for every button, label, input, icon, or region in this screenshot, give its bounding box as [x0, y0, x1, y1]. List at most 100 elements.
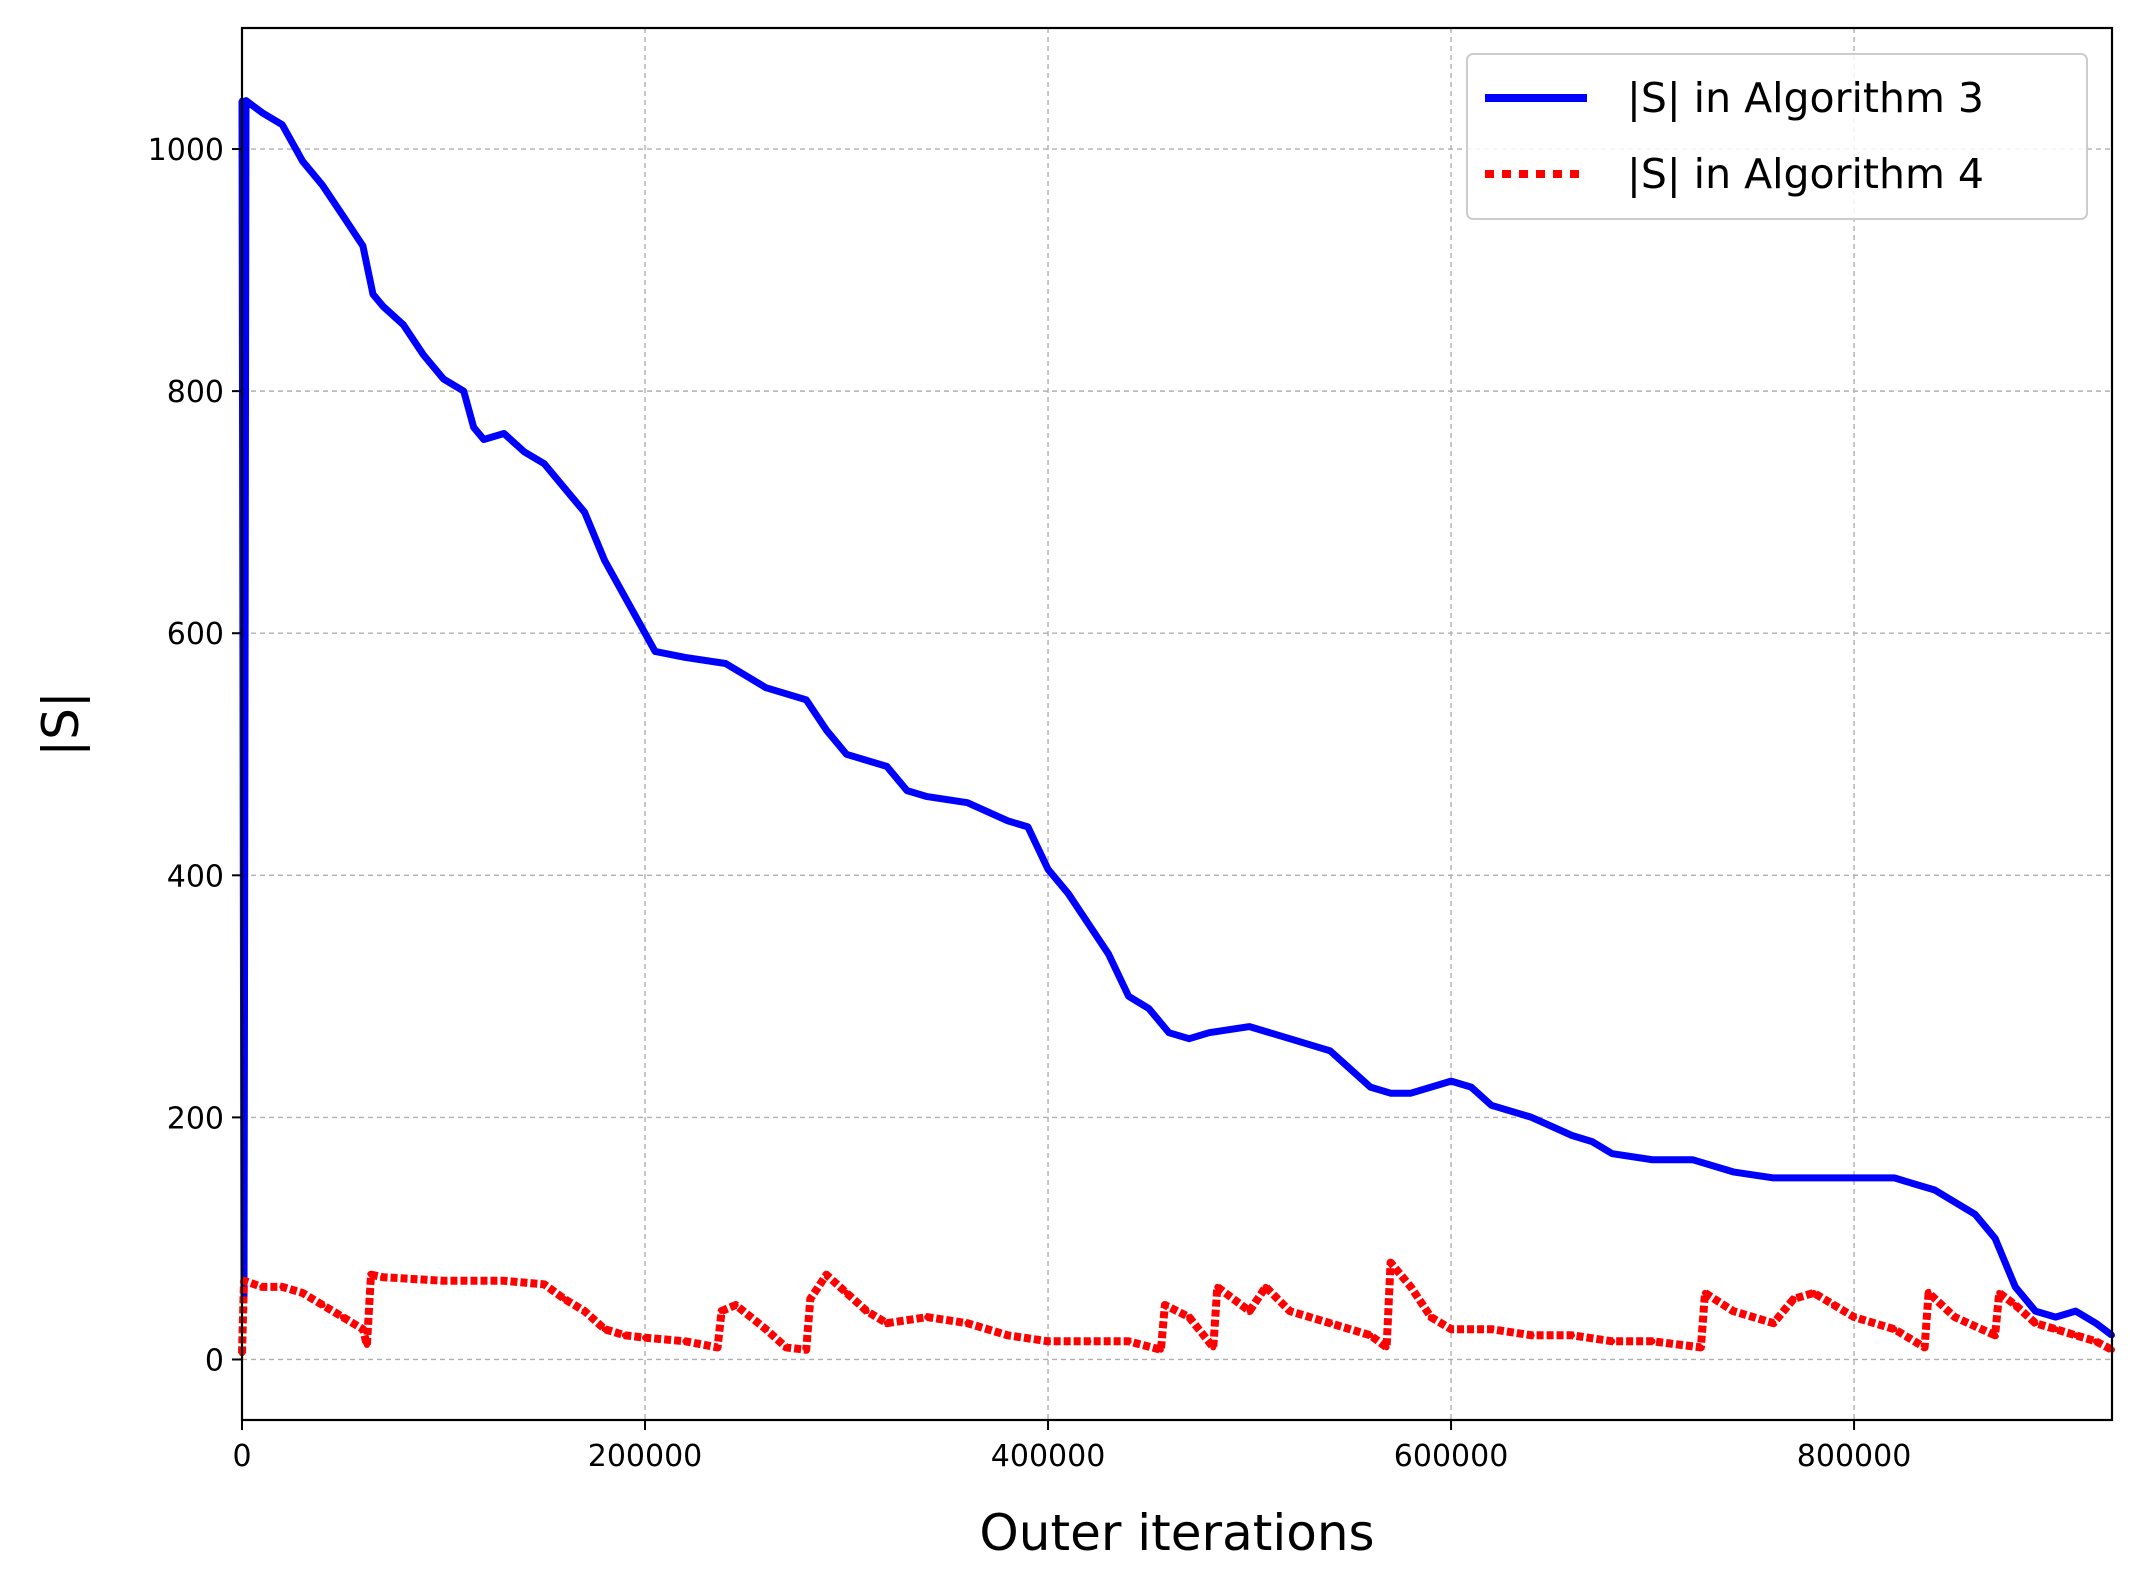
- data-point: [823, 1271, 830, 1278]
- data-point: [380, 1274, 387, 1281]
- data-point: [1085, 1338, 1092, 1345]
- data-point: [1157, 1346, 1164, 1353]
- data-point: [1589, 1138, 1596, 1145]
- data-point: [1161, 1302, 1168, 1309]
- y-tick-label: 200: [167, 1101, 224, 1136]
- data-point: [1951, 1314, 1958, 1321]
- data-point: [1951, 1199, 1958, 1206]
- data-point: [1568, 1332, 1575, 1339]
- y-axis-title: |S|: [32, 691, 90, 756]
- data-point: [1065, 890, 1072, 897]
- data-point: [1246, 1023, 1253, 1030]
- data-point: [581, 1308, 588, 1315]
- data-point: [1327, 1047, 1334, 1054]
- data-point: [1427, 1314, 1434, 1321]
- data-point: [1528, 1332, 1535, 1339]
- data-point: [1186, 1314, 1193, 1321]
- data-point: [2012, 1283, 2019, 1290]
- plot-area-frame: [240, 26, 2114, 1422]
- data-point: [500, 430, 507, 437]
- legend-label-algorithm-4: |S| in Algorithm 4: [1627, 150, 1984, 198]
- data-point: [1286, 1035, 1293, 1042]
- data-point: [521, 448, 528, 455]
- data-point: [682, 654, 689, 661]
- x-tick-label: 400000: [991, 1439, 1106, 1474]
- data-point: [924, 1314, 931, 1321]
- data-point: [1125, 1338, 1132, 1345]
- data-point: [1145, 1005, 1152, 1012]
- data-point: [883, 1320, 890, 1327]
- data-point: [1186, 1035, 1193, 1042]
- data-point: [460, 388, 467, 395]
- data-point: [1024, 823, 1031, 830]
- data-point: [1649, 1156, 1656, 1163]
- data-point: [2012, 1302, 2019, 1309]
- data-point: [823, 727, 830, 734]
- data-point: [1367, 1332, 1374, 1339]
- data-point: [2052, 1326, 2059, 1333]
- data-point: [964, 1320, 971, 1327]
- data-point: [863, 1308, 870, 1315]
- data-point: [243, 97, 250, 104]
- data-point: [652, 648, 659, 655]
- y-tick-label: 0: [205, 1343, 224, 1378]
- data-point: [1992, 1332, 1999, 1339]
- data-point: [1992, 1235, 1999, 1242]
- data-point: [561, 484, 568, 491]
- data-point: [1810, 1174, 1817, 1181]
- data-point: [420, 351, 427, 358]
- data-point: [1387, 1090, 1394, 1097]
- data-point: [722, 660, 729, 667]
- data-point: [319, 182, 326, 189]
- data-point: [400, 321, 407, 328]
- data-point: [718, 1308, 725, 1315]
- x-tick-label: 0: [232, 1439, 251, 1474]
- data-point: [1367, 1084, 1374, 1091]
- data-point: [359, 242, 366, 249]
- data-point: [1568, 1132, 1575, 1139]
- data-point: [541, 460, 548, 467]
- data-point: [964, 799, 971, 806]
- x-tick-label: 200000: [588, 1439, 703, 1474]
- data-point: [299, 1289, 306, 1296]
- data-point: [1407, 1283, 1414, 1290]
- data-point: [1770, 1320, 1777, 1327]
- data-point: [1286, 1308, 1293, 1315]
- data-point: [843, 751, 850, 758]
- data-point: [1921, 1344, 1928, 1351]
- data-point: [2092, 1338, 2099, 1345]
- y-tick-label: 400: [167, 859, 224, 894]
- data-point: [642, 1334, 649, 1341]
- data-point: [1488, 1326, 1495, 1333]
- y-tick-label: 600: [167, 617, 224, 652]
- data-point: [1730, 1308, 1737, 1315]
- data-point: [440, 376, 447, 383]
- data-point: [1649, 1338, 1656, 1345]
- data-point: [279, 1283, 286, 1290]
- data-point: [363, 1341, 370, 1348]
- data-point: [807, 1295, 814, 1302]
- data-point: [367, 1271, 374, 1278]
- data-point: [843, 1289, 850, 1296]
- data-point: [319, 1302, 326, 1309]
- legend: |S| in Algorithm 3 |S| in Algorithm 4: [1466, 53, 2088, 220]
- data-point: [732, 1302, 739, 1309]
- data-point: [1891, 1174, 1898, 1181]
- data-point: [1407, 1090, 1414, 1097]
- data-point: [2092, 1320, 2099, 1327]
- data-point: [339, 212, 346, 219]
- data-point: [1609, 1150, 1616, 1157]
- data-point: [682, 1338, 689, 1345]
- axis-ticks: 0 200000 400000 600000 800000 0 200 400 600 800 10…: [148, 133, 1912, 1474]
- data-point: [500, 1277, 507, 1284]
- data-point: [1210, 1344, 1217, 1351]
- data-point: [1045, 1338, 1052, 1345]
- data-point: [259, 109, 266, 116]
- data-point: [1347, 1065, 1354, 1072]
- data-point: [1697, 1344, 1704, 1351]
- data-point: [1851, 1314, 1858, 1321]
- data-point: [803, 696, 810, 703]
- data-point: [1931, 1187, 1938, 1194]
